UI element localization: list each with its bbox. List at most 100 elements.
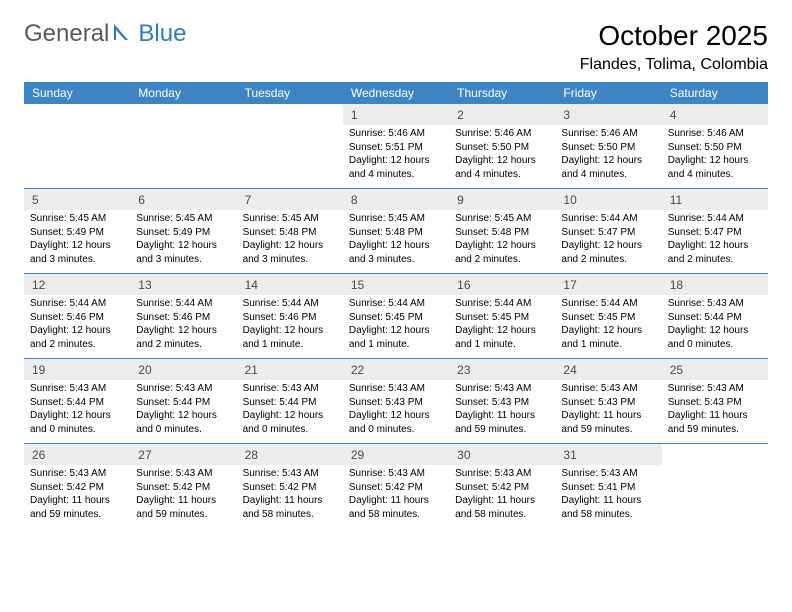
location-text: Flandes, Tolima, Colombia	[580, 56, 768, 74]
sunrise-line: Sunrise: 5:43 AM	[349, 467, 443, 481]
weekday-header: Saturday	[662, 82, 768, 104]
daylight-line: Daylight: 11 hours and 59 minutes.	[455, 409, 549, 436]
calendar-day: 6Sunrise: 5:45 AMSunset: 5:49 PMDaylight…	[130, 189, 236, 273]
sunrise-line: Sunrise: 5:44 AM	[349, 297, 443, 311]
calendar: SundayMondayTuesdayWednesdayThursdayFrid…	[24, 82, 768, 528]
daylight-line: Daylight: 12 hours and 4 minutes.	[668, 154, 762, 181]
day-body: Sunrise: 5:46 AMSunset: 5:50 PMDaylight:…	[555, 125, 661, 185]
day-body: Sunrise: 5:44 AMSunset: 5:46 PMDaylight:…	[130, 295, 236, 355]
sunrise-line: Sunrise: 5:44 AM	[30, 297, 124, 311]
sunset-line: Sunset: 5:42 PM	[30, 481, 124, 495]
day-body: Sunrise: 5:43 AMSunset: 5:43 PMDaylight:…	[555, 380, 661, 440]
sunrise-line: Sunrise: 5:43 AM	[455, 467, 549, 481]
day-number: 29	[343, 444, 449, 465]
daylight-line: Daylight: 11 hours and 59 minutes.	[30, 494, 124, 521]
weekday-header: Friday	[555, 82, 661, 104]
calendar-day	[662, 444, 768, 528]
day-body: Sunrise: 5:46 AMSunset: 5:51 PMDaylight:…	[343, 125, 449, 185]
day-number	[662, 444, 768, 465]
calendar-day: 31Sunrise: 5:43 AMSunset: 5:41 PMDayligh…	[555, 444, 661, 528]
sunset-line: Sunset: 5:49 PM	[136, 226, 230, 240]
daylight-line: Daylight: 12 hours and 0 minutes.	[349, 409, 443, 436]
calendar-day: 13Sunrise: 5:44 AMSunset: 5:46 PMDayligh…	[130, 274, 236, 358]
sunset-line: Sunset: 5:45 PM	[561, 311, 655, 325]
calendar-day: 11Sunrise: 5:44 AMSunset: 5:47 PMDayligh…	[662, 189, 768, 273]
calendar-day	[24, 104, 130, 188]
sunrise-line: Sunrise: 5:44 AM	[136, 297, 230, 311]
daylight-line: Daylight: 11 hours and 59 minutes.	[668, 409, 762, 436]
sunrise-line: Sunrise: 5:43 AM	[30, 382, 124, 396]
day-number	[130, 104, 236, 125]
day-number: 14	[237, 274, 343, 295]
day-body: Sunrise: 5:46 AMSunset: 5:50 PMDaylight:…	[449, 125, 555, 185]
calendar-day: 8Sunrise: 5:45 AMSunset: 5:48 PMDaylight…	[343, 189, 449, 273]
calendar-day: 15Sunrise: 5:44 AMSunset: 5:45 PMDayligh…	[343, 274, 449, 358]
sunset-line: Sunset: 5:51 PM	[349, 141, 443, 155]
weekday-header: Thursday	[449, 82, 555, 104]
calendar-day: 25Sunrise: 5:43 AMSunset: 5:43 PMDayligh…	[662, 359, 768, 443]
day-body: Sunrise: 5:43 AMSunset: 5:44 PMDaylight:…	[237, 380, 343, 440]
calendar-day: 30Sunrise: 5:43 AMSunset: 5:42 PMDayligh…	[449, 444, 555, 528]
sunset-line: Sunset: 5:46 PM	[30, 311, 124, 325]
sunrise-line: Sunrise: 5:46 AM	[668, 127, 762, 141]
weekday-header: Monday	[130, 82, 236, 104]
day-body: Sunrise: 5:44 AMSunset: 5:45 PMDaylight:…	[449, 295, 555, 355]
day-number: 2	[449, 104, 555, 125]
calendar-day	[130, 104, 236, 188]
sunset-line: Sunset: 5:42 PM	[243, 481, 337, 495]
sunset-line: Sunset: 5:50 PM	[561, 141, 655, 155]
daylight-line: Daylight: 12 hours and 3 minutes.	[243, 239, 337, 266]
day-number: 21	[237, 359, 343, 380]
calendar-day: 29Sunrise: 5:43 AMSunset: 5:42 PMDayligh…	[343, 444, 449, 528]
calendar-day: 4Sunrise: 5:46 AMSunset: 5:50 PMDaylight…	[662, 104, 768, 188]
daylight-line: Daylight: 12 hours and 0 minutes.	[668, 324, 762, 351]
day-number: 17	[555, 274, 661, 295]
day-body: Sunrise: 5:43 AMSunset: 5:44 PMDaylight:…	[130, 380, 236, 440]
weekday-header-row: SundayMondayTuesdayWednesdayThursdayFrid…	[24, 82, 768, 104]
brand-part1: General	[24, 20, 109, 48]
day-body: Sunrise: 5:43 AMSunset: 5:41 PMDaylight:…	[555, 465, 661, 525]
sunrise-line: Sunrise: 5:43 AM	[30, 467, 124, 481]
day-body: Sunrise: 5:43 AMSunset: 5:44 PMDaylight:…	[24, 380, 130, 440]
day-body: Sunrise: 5:43 AMSunset: 5:43 PMDaylight:…	[449, 380, 555, 440]
daylight-line: Daylight: 12 hours and 2 minutes.	[668, 239, 762, 266]
calendar-day: 19Sunrise: 5:43 AMSunset: 5:44 PMDayligh…	[24, 359, 130, 443]
sunset-line: Sunset: 5:43 PM	[455, 396, 549, 410]
calendar-day: 1Sunrise: 5:46 AMSunset: 5:51 PMDaylight…	[343, 104, 449, 188]
day-number: 22	[343, 359, 449, 380]
day-body: Sunrise: 5:43 AMSunset: 5:42 PMDaylight:…	[449, 465, 555, 525]
sunset-line: Sunset: 5:49 PM	[30, 226, 124, 240]
day-body: Sunrise: 5:43 AMSunset: 5:42 PMDaylight:…	[343, 465, 449, 525]
day-number: 26	[24, 444, 130, 465]
day-number: 9	[449, 189, 555, 210]
daylight-line: Daylight: 12 hours and 2 minutes.	[561, 239, 655, 266]
daylight-line: Daylight: 12 hours and 0 minutes.	[136, 409, 230, 436]
day-body: Sunrise: 5:43 AMSunset: 5:43 PMDaylight:…	[662, 380, 768, 440]
sunrise-line: Sunrise: 5:43 AM	[136, 382, 230, 396]
daylight-line: Daylight: 12 hours and 1 minute.	[243, 324, 337, 351]
day-body: Sunrise: 5:44 AMSunset: 5:46 PMDaylight:…	[237, 295, 343, 355]
page-title: October 2025	[580, 20, 768, 52]
sunset-line: Sunset: 5:44 PM	[30, 396, 124, 410]
sunrise-line: Sunrise: 5:46 AM	[561, 127, 655, 141]
day-body: Sunrise: 5:43 AMSunset: 5:42 PMDaylight:…	[130, 465, 236, 525]
sunrise-line: Sunrise: 5:43 AM	[455, 382, 549, 396]
day-number: 25	[662, 359, 768, 380]
sunset-line: Sunset: 5:46 PM	[243, 311, 337, 325]
day-body: Sunrise: 5:45 AMSunset: 5:48 PMDaylight:…	[237, 210, 343, 270]
sunset-line: Sunset: 5:43 PM	[668, 396, 762, 410]
daylight-line: Daylight: 12 hours and 0 minutes.	[30, 409, 124, 436]
day-body: Sunrise: 5:45 AMSunset: 5:49 PMDaylight:…	[130, 210, 236, 270]
day-body: Sunrise: 5:44 AMSunset: 5:45 PMDaylight:…	[555, 295, 661, 355]
sunrise-line: Sunrise: 5:44 AM	[668, 212, 762, 226]
daylight-line: Daylight: 12 hours and 1 minute.	[455, 324, 549, 351]
day-body: Sunrise: 5:44 AMSunset: 5:46 PMDaylight:…	[24, 295, 130, 355]
sunrise-line: Sunrise: 5:45 AM	[243, 212, 337, 226]
calendar-week: 5Sunrise: 5:45 AMSunset: 5:49 PMDaylight…	[24, 188, 768, 273]
calendar-day: 10Sunrise: 5:44 AMSunset: 5:47 PMDayligh…	[555, 189, 661, 273]
sunset-line: Sunset: 5:50 PM	[668, 141, 762, 155]
day-number: 10	[555, 189, 661, 210]
sunrise-line: Sunrise: 5:45 AM	[455, 212, 549, 226]
sunset-line: Sunset: 5:42 PM	[455, 481, 549, 495]
sunset-line: Sunset: 5:48 PM	[349, 226, 443, 240]
